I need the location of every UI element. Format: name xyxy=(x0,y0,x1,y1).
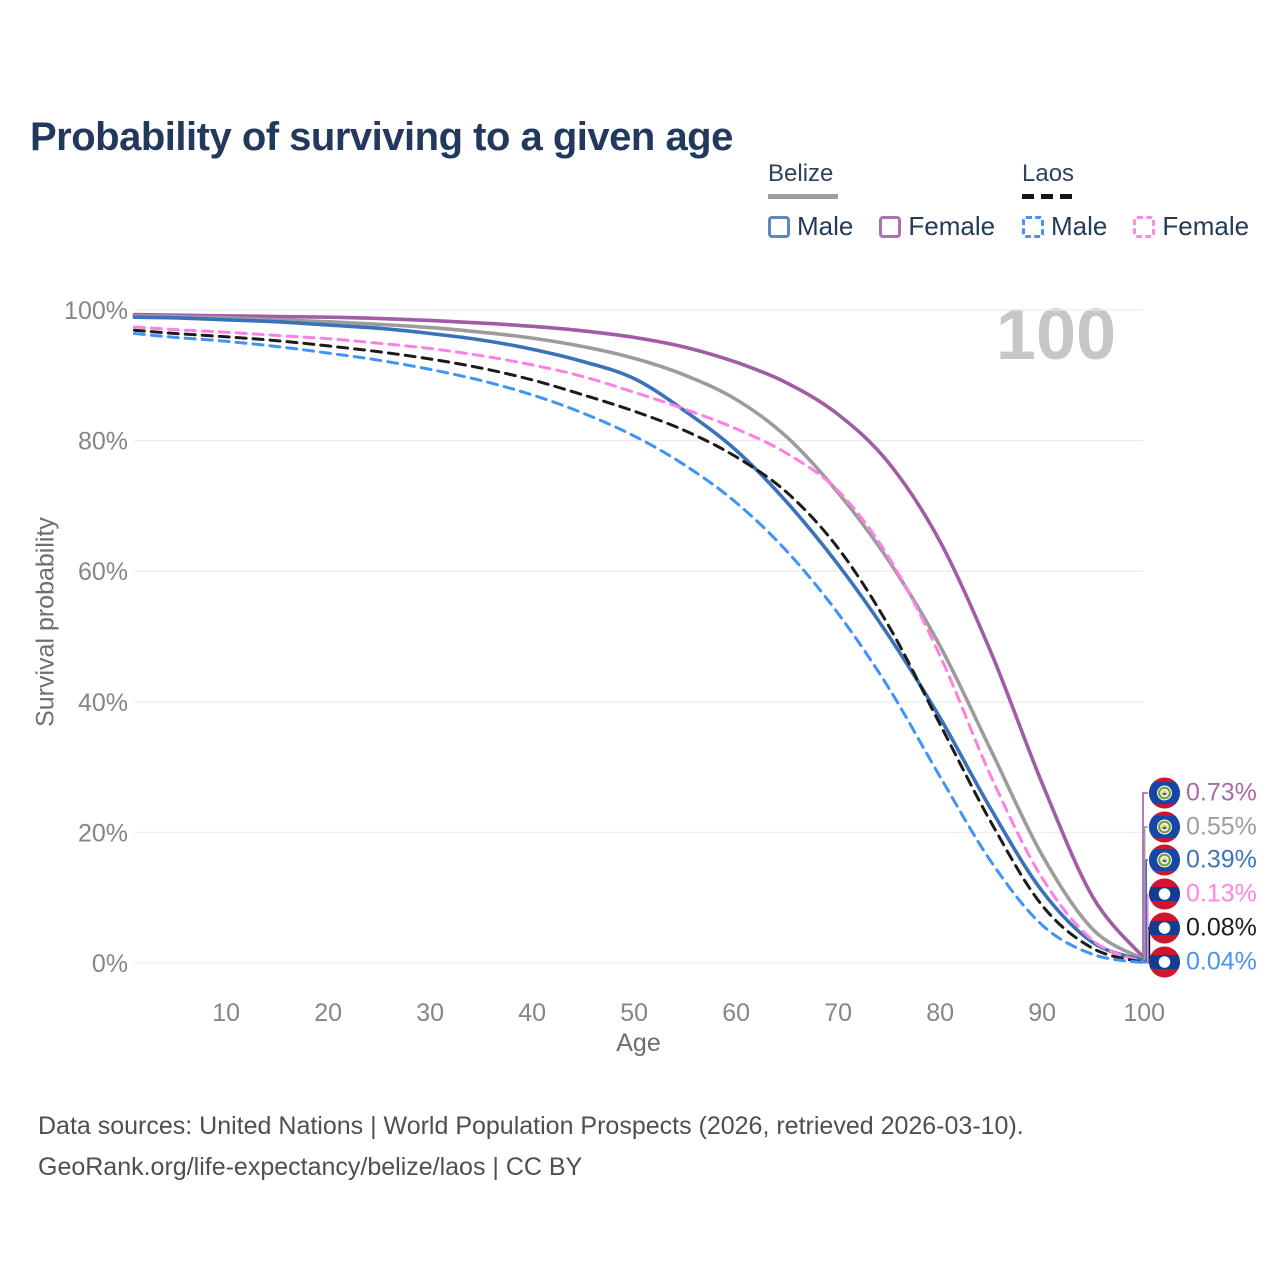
footer-license: GeoRank.org/life-expectancy/belize/laos … xyxy=(38,1153,583,1181)
end-value: 0.55% xyxy=(1186,812,1257,841)
end-label-belize-female[interactable]: 0.73% xyxy=(1149,777,1257,809)
belize-flag-icon xyxy=(1149,777,1180,809)
end-label-laos-female[interactable]: 0.13% xyxy=(1149,878,1257,910)
x-tick-20: 20 xyxy=(314,999,342,1027)
belize-flag-icon xyxy=(1149,844,1180,876)
end-value: 0.04% xyxy=(1186,947,1257,976)
curve-belize-all- xyxy=(132,314,1146,962)
y-tick-40%: 40% xyxy=(78,689,128,717)
laos-flag-icon xyxy=(1149,878,1180,910)
end-value: 0.13% xyxy=(1186,879,1257,908)
x-tick-10: 10 xyxy=(212,999,240,1027)
y-tick-100%: 100% xyxy=(64,297,128,325)
x-axis-title: Age xyxy=(616,1029,660,1057)
end-label-belize-all-[interactable]: 0.55% xyxy=(1149,811,1257,843)
x-tick-40: 40 xyxy=(518,999,546,1027)
y-axis-title: Survival probability xyxy=(31,517,60,727)
curve-laos-all- xyxy=(132,328,1146,964)
end-label-laos-all-[interactable]: 0.08% xyxy=(1149,912,1257,944)
age-watermark: 100 xyxy=(995,295,1117,375)
footer-sources: Data sources: United Nations | World Pop… xyxy=(38,1112,1024,1140)
y-tick-80%: 80% xyxy=(78,428,128,456)
x-tick-70: 70 xyxy=(824,999,852,1027)
x-tick-80: 80 xyxy=(926,999,954,1027)
x-tick-90: 90 xyxy=(1028,999,1056,1027)
curve-laos-female xyxy=(132,325,1146,964)
end-label-belize-male[interactable]: 0.39% xyxy=(1149,844,1257,876)
laos-flag-icon xyxy=(1149,912,1180,944)
end-value: 0.39% xyxy=(1186,845,1257,874)
legend-laos-row: Male Female xyxy=(1022,211,1249,242)
legend-group-belize: Belize Male Female xyxy=(768,160,995,242)
chart-title: Probability of surviving to a given age xyxy=(30,114,733,159)
legend-label-laos-female[interactable]: Female xyxy=(1162,211,1250,241)
curve-belize-female xyxy=(132,312,1146,960)
legend-swatch-laos-female[interactable] xyxy=(1133,215,1156,238)
footer: Data sources: United Nations | World Pop… xyxy=(38,1106,1024,1188)
legend-label-belize-male[interactable]: Male xyxy=(797,211,854,241)
legend-belize-title[interactable]: Belize xyxy=(768,160,834,187)
legend-swatch-belize-female[interactable] xyxy=(879,215,902,238)
curve-laos-male xyxy=(132,332,1146,965)
curve-belize-male xyxy=(132,315,1146,963)
x-tick-50: 50 xyxy=(620,999,648,1027)
x-tick-30: 30 xyxy=(416,999,444,1027)
leader-line-belize-all- xyxy=(1143,826,1148,961)
belize-flag-icon xyxy=(1149,811,1180,843)
laos-flag-icon xyxy=(1149,946,1180,978)
end-value: 0.08% xyxy=(1186,913,1257,942)
x-tick-60: 60 xyxy=(722,999,750,1027)
legend-label-laos-male[interactable]: Male xyxy=(1051,211,1108,241)
legend-belize-row: Male Female xyxy=(768,211,995,242)
y-tick-60%: 60% xyxy=(78,558,128,586)
legend-group-laos: Laos Male Female xyxy=(1022,160,1249,242)
legend-laos-title[interactable]: Laos xyxy=(1022,160,1075,187)
y-tick-20%: 20% xyxy=(78,819,128,847)
legend-laos-underline xyxy=(1022,194,1078,199)
y-tick-0%: 0% xyxy=(92,950,128,978)
legend-label-belize-female[interactable]: Female xyxy=(908,211,996,241)
leader-line-belize-female xyxy=(1142,792,1148,959)
leader-line-belize-male xyxy=(1143,859,1148,962)
end-value: 0.73% xyxy=(1186,778,1257,807)
x-tick-100: 100 xyxy=(1123,999,1165,1027)
legend-swatch-belize-male[interactable] xyxy=(768,215,790,238)
end-label-laos-male[interactable]: 0.04% xyxy=(1149,946,1257,978)
legend-belize-underline xyxy=(768,194,838,199)
legend-swatch-laos-male[interactable] xyxy=(1022,215,1044,238)
